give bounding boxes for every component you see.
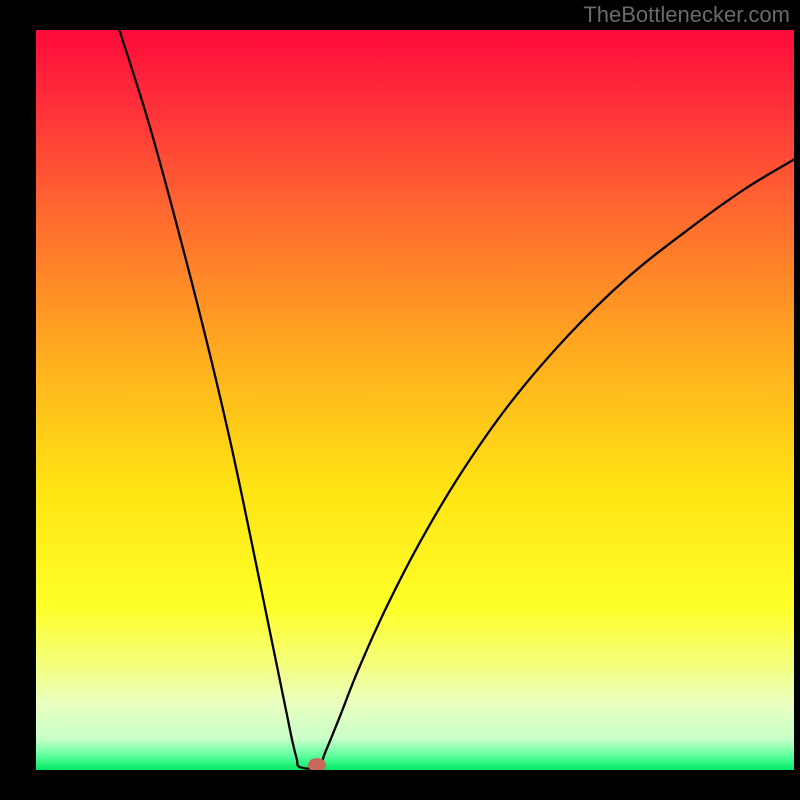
plot-area — [36, 30, 794, 770]
bottleneck-curve — [36, 30, 794, 770]
optimal-point-marker — [308, 758, 326, 770]
watermark-text: TheBottlenecker.com — [583, 2, 790, 28]
